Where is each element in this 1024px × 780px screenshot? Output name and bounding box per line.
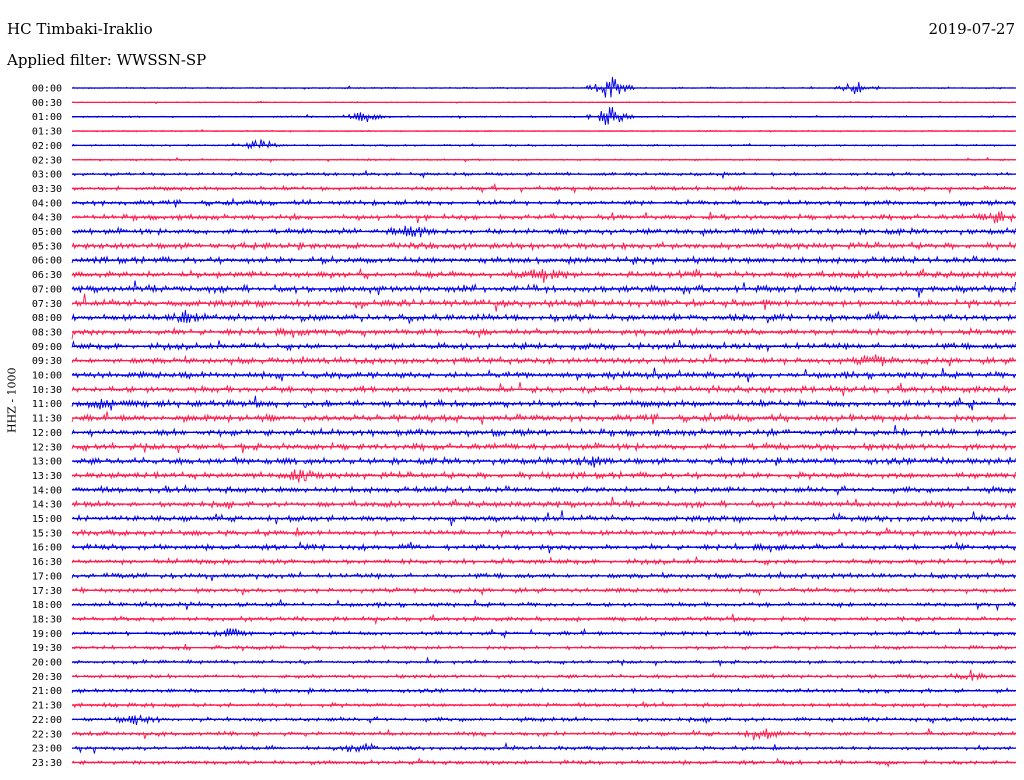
time-tick-0900: 09:00 <box>32 342 62 353</box>
seismic-traces <box>71 76 1017 768</box>
time-tick-0130: 01:30 <box>32 127 62 138</box>
time-tick-0500: 05:00 <box>32 227 62 238</box>
trace-row-1200 <box>71 425 1016 438</box>
time-tick-1500: 15:00 <box>32 514 62 525</box>
time-tick-0630: 06:30 <box>32 270 62 281</box>
time-tick-0830: 08:30 <box>32 327 62 338</box>
trace-row-1530 <box>71 527 1016 539</box>
time-tick-0730: 07:30 <box>32 299 62 310</box>
time-tick-0800: 08:00 <box>32 313 62 324</box>
time-tick-1200: 12:00 <box>32 428 62 439</box>
time-tick-2300: 23:00 <box>32 744 62 755</box>
trace-row-1430 <box>71 496 1017 510</box>
trace-row-0200 <box>71 138 1016 150</box>
trace-row-1630 <box>71 556 1016 566</box>
time-tick-labels: 00:00 00:30 01:00 01:30 02:00 02:30 03:00 03:30… <box>32 84 62 769</box>
time-tick-2200: 22:00 <box>32 715 62 726</box>
time-tick-1900: 19:00 <box>32 629 62 640</box>
station-title: HC Timbaki-Iraklio <box>7 20 153 38</box>
trace-row-2100 <box>71 686 1016 695</box>
trace-row-1230 <box>71 441 1016 454</box>
time-tick-1030: 10:30 <box>32 385 62 396</box>
trace-row-2030 <box>71 669 1016 681</box>
time-tick-2000: 20:00 <box>32 658 62 669</box>
time-tick-1400: 14:00 <box>32 485 62 496</box>
time-tick-2330: 23:30 <box>32 758 62 769</box>
time-tick-1430: 14:30 <box>32 500 62 511</box>
trace-row-0100 <box>71 106 1016 125</box>
trace-row-0900 <box>71 340 1016 353</box>
time-tick-0400: 04:00 <box>32 198 62 209</box>
time-tick-1000: 10:00 <box>32 371 62 382</box>
time-tick-0930: 09:30 <box>32 356 62 367</box>
trace-row-0000 <box>71 76 1016 98</box>
trace-row-0830 <box>71 326 1016 340</box>
trace-row-1130 <box>71 411 1016 425</box>
time-tick-0530: 05:30 <box>32 241 62 252</box>
time-tick-1130: 11:30 <box>32 414 62 425</box>
time-tick-1600: 16:00 <box>32 543 62 554</box>
date-label: 2019-07-27 <box>928 20 1015 38</box>
filter-label: Applied filter: WWSSN-SP <box>7 51 207 69</box>
time-tick-1330: 13:30 <box>32 471 62 482</box>
time-tick-1230: 12:30 <box>32 442 62 453</box>
time-tick-1730: 17:30 <box>32 586 62 597</box>
trace-row-1730 <box>71 585 1016 597</box>
trace-row-1700 <box>71 570 1016 582</box>
time-tick-1930: 19:30 <box>32 643 62 654</box>
time-tick-0030: 00:30 <box>32 98 62 109</box>
time-tick-1830: 18:30 <box>32 614 62 625</box>
time-tick-2230: 22:30 <box>32 729 62 740</box>
time-tick-0300: 03:00 <box>32 170 62 181</box>
time-tick-0330: 03:30 <box>32 184 62 195</box>
trace-row-0930 <box>71 353 1016 367</box>
trace-row-0800 <box>71 309 1016 324</box>
time-tick-0200: 02:00 <box>32 141 62 152</box>
time-tick-0700: 07:00 <box>32 284 62 295</box>
time-tick-1300: 13:00 <box>32 457 62 468</box>
time-tick-0600: 06:00 <box>32 256 62 267</box>
trace-row-1300 <box>71 455 1017 468</box>
time-tick-2100: 21:00 <box>32 686 62 697</box>
time-tick-2130: 21:30 <box>32 701 62 712</box>
trace-row-1500 <box>71 510 1016 526</box>
time-tick-1800: 18:00 <box>32 600 62 611</box>
time-tick-1630: 16:30 <box>32 557 62 568</box>
time-tick-0000: 00:00 <box>32 84 62 95</box>
time-tick-0430: 04:30 <box>32 213 62 224</box>
time-tick-1700: 17:00 <box>32 571 62 582</box>
time-tick-2030: 20:30 <box>32 672 62 683</box>
time-tick-0230: 02:30 <box>32 155 62 166</box>
trace-row-0630 <box>71 267 1017 283</box>
time-tick-1530: 15:30 <box>32 528 62 539</box>
trace-row-2200 <box>71 714 1016 726</box>
time-tick-0100: 01:00 <box>32 112 62 123</box>
time-tick-1100: 11:00 <box>32 399 62 410</box>
